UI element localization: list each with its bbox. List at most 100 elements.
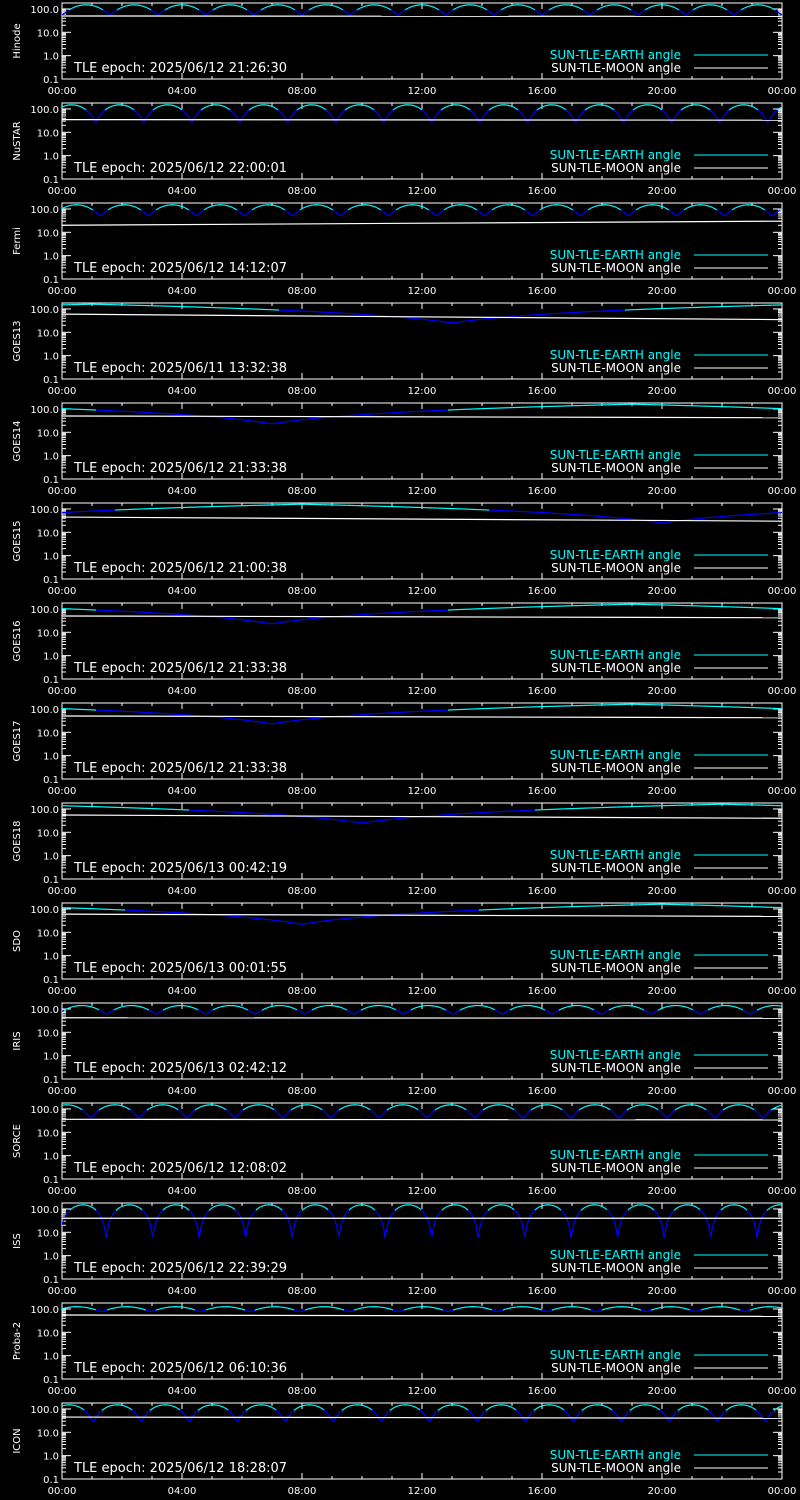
earth-angle-series-segment <box>657 106 660 109</box>
earth-angle-series-segment <box>731 106 734 109</box>
earth-angle-series-segment <box>390 9 393 12</box>
earth-angle-series-segment <box>339 7 342 10</box>
earth-angle-series-segment <box>225 106 228 109</box>
earth-angle-series-segment <box>203 106 206 109</box>
earth-angle-series-segment <box>773 213 776 216</box>
earth-angle-series-segment <box>477 210 480 212</box>
earth-angle-series-segment <box>581 8 584 11</box>
earth-angle-series-segment <box>153 11 156 14</box>
earth-angle-series-segment <box>333 210 336 212</box>
earth-angle-series-segment <box>229 109 232 112</box>
earth-angle-series-segment <box>152 108 155 111</box>
earth-angle-series-segment <box>196 8 199 10</box>
earth-angle-series-segment <box>692 8 695 11</box>
earth-angle-series-segment <box>586 209 589 212</box>
earth-angle-series-segment <box>250 12 253 15</box>
earth-angle-series-segment <box>293 111 296 114</box>
earth-angle-series-segment <box>245 111 248 114</box>
earth-angle-series-segment <box>392 210 395 213</box>
earth-angle-series-segment <box>525 210 528 212</box>
y-tick-label: 100.0 <box>30 105 59 116</box>
earth-angle-series-segment <box>117 8 120 10</box>
earth-angle-series-segment <box>727 10 730 12</box>
earth-angle-series-segment <box>390 110 393 113</box>
earth-angle-series-segment <box>671 120 674 123</box>
earth-angle-series-segment <box>729 11 732 14</box>
earth-angle-series-segment <box>151 10 154 12</box>
earth-angle-series-segment <box>66 10 69 12</box>
earth-angle-series-segment <box>257 10 260 13</box>
earth-angle-series-segment <box>515 107 518 110</box>
earth-angle-series-segment <box>766 211 769 213</box>
earth-angle-series-segment <box>137 113 140 116</box>
earth-angle-series-segment <box>535 109 538 112</box>
earth-angle-series-segment <box>166 7 169 10</box>
earth-angle-series-segment <box>348 208 351 210</box>
earth-angle-series-segment <box>328 207 331 209</box>
earth-angle-series-segment <box>325 109 328 112</box>
earth-angle-series-segment <box>441 11 444 14</box>
earth-angle-series-segment <box>772 214 775 217</box>
earth-angle-series-segment <box>248 10 251 13</box>
earth-angle-series-segment <box>580 8 583 10</box>
earth-angle-series-segment <box>576 212 579 215</box>
earth-angle-series-segment <box>135 111 138 114</box>
earth-angle-series-segment <box>150 9 153 12</box>
earth-angle-series-segment <box>484 8 487 10</box>
earth-angle-series-segment <box>148 112 151 115</box>
earth-angle-series-segment <box>106 107 109 110</box>
earth-angle-series-segment <box>63 12 66 15</box>
earth-angle-series-segment <box>418 107 421 109</box>
earth-angle-series-segment <box>572 209 575 212</box>
earth-angle-series-segment <box>239 211 242 214</box>
earth-angle-series-segment <box>589 207 592 210</box>
earth-angle-series-segment <box>625 213 628 216</box>
earth-angle-series-segment <box>755 107 758 110</box>
earth-angle-series-segment <box>773 8 776 11</box>
earth-angle-series-segment <box>294 212 297 215</box>
earth-angle-series-segment <box>437 213 440 216</box>
earth-angle-series-segment <box>631 109 634 112</box>
tle-epoch-annotation: TLE epoch: 2025/06/12 14:12:07 <box>73 261 287 276</box>
earth-angle-series-segment <box>288 212 291 215</box>
earth-angle-series-segment <box>237 210 240 212</box>
earth-angle-series-segment <box>85 109 88 112</box>
earth-angle-series-segment <box>673 116 676 119</box>
earth-angle-series-segment <box>584 210 587 213</box>
earth-angle-series-segment <box>88 207 91 209</box>
earth-angle-series-segment <box>401 10 404 13</box>
earth-angle-series-segment <box>349 13 352 16</box>
earth-angle-series-segment <box>430 211 433 213</box>
earth-angle-series-segment <box>685 13 688 16</box>
y-tick-label: 1.0 <box>43 452 59 463</box>
x-tick-label: 16:00 <box>528 486 557 497</box>
earth-angle-series-segment <box>735 12 738 15</box>
earth-angle-series-segment <box>344 10 347 13</box>
earth-angle-series-segment <box>185 113 188 116</box>
earth-angle-series-segment <box>283 116 286 119</box>
earth-angle-series-segment <box>384 212 387 215</box>
earth-angle-series-segment <box>258 10 261 12</box>
earth-angle-series-segment <box>213 8 216 10</box>
earth-angle-series-segment <box>255 12 258 15</box>
earth-angle-series-segment <box>351 12 354 15</box>
earth-angle-series-segment <box>549 8 552 10</box>
earth-angle-series-segment <box>738 10 741 12</box>
earth-angle-series-segment <box>331 116 334 119</box>
earth-angle-series-segment <box>730 107 733 110</box>
earth-angle-series-segment <box>475 116 478 119</box>
y-tick-label: 10.0 <box>37 28 59 39</box>
earth-angle-series-segment <box>191 211 194 214</box>
earth-angle-series-segment <box>636 208 639 210</box>
earth-angle-series-segment <box>569 207 572 210</box>
earth-angle-series-segment <box>715 208 718 211</box>
earth-angle-series-segment <box>635 208 638 211</box>
earth-angle-series-segment <box>531 113 534 116</box>
earth-angle-series-segment <box>521 113 524 116</box>
earth-angle-series-segment <box>715 116 718 119</box>
earth-angle-series-segment <box>659 107 662 110</box>
earth-angle-series-segment <box>684 13 687 16</box>
earth-angle-series-segment <box>340 214 343 217</box>
earth-angle-series-segment <box>585 11 588 14</box>
earth-angle-series-segment <box>424 207 427 209</box>
